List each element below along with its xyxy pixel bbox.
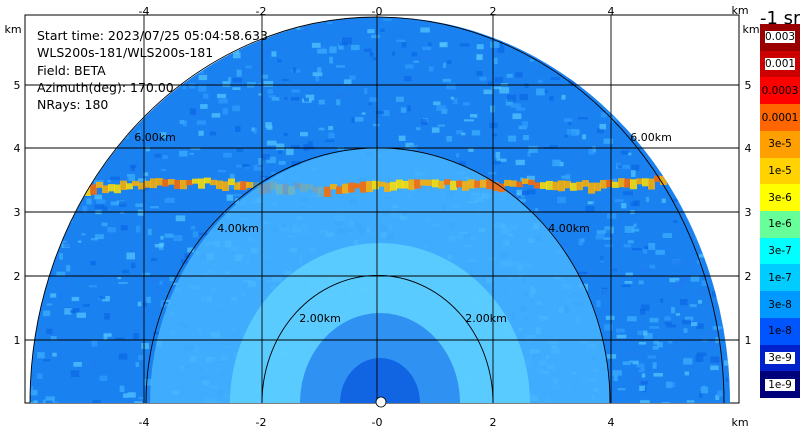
colorbar-label: 1e-6 <box>768 218 792 231</box>
x-tick-top: 2 <box>490 5 497 18</box>
x-tick-bottom: -4 <box>139 416 150 429</box>
azimuth-text: Azimuth(deg): 170.00 <box>37 79 174 95</box>
colorbar-segment <box>760 77 800 105</box>
colorbar-segment <box>760 130 800 159</box>
x-tick-bottom: 2 <box>490 416 497 429</box>
colorbar-segment <box>760 184 800 212</box>
x-unit-top: km <box>731 4 748 17</box>
ring-label-6km-right: 6.00km <box>630 131 672 144</box>
colorbar-label: 3e-9 <box>765 351 795 364</box>
y-tick-left: 4 <box>14 142 21 155</box>
colorbar-segment <box>760 104 800 132</box>
y-tick-left: 3 <box>14 206 21 219</box>
y-tick-right: 1 <box>745 334 752 347</box>
colorbar-label: 0.003 <box>765 31 796 44</box>
colorbar-label: 3e-6 <box>768 191 792 204</box>
y-tick-right: 3 <box>745 206 752 219</box>
colorbar-segment <box>760 317 800 346</box>
x-tick-top: -0 <box>372 5 383 18</box>
y-tick-right: 5 <box>745 79 752 92</box>
x-tick-top: 4 <box>608 5 615 18</box>
instrument-text: WLS200s-181/WLS200s-181 <box>37 45 214 61</box>
x-tick-bottom: -0 <box>372 416 383 429</box>
ring-label-6km-left: 6.00km <box>134 131 176 144</box>
y-tick-left: 5 <box>14 79 21 92</box>
x-tick-labels-top: -4 -2 -0 2 4 km <box>139 4 749 18</box>
x-tick-bottom: 4 <box>608 416 615 429</box>
x-tick-top: -4 <box>139 5 150 18</box>
colorbar-label: 3e-7 <box>768 245 792 258</box>
colorbar-label: 3e-5 <box>768 138 792 151</box>
x-tick-labels-bottom: -4 -2 -0 2 4 km <box>139 416 749 429</box>
colorbar-label: 1e-7 <box>768 271 792 284</box>
colorbar-segment <box>760 237 800 265</box>
colorbar-segment <box>760 264 800 292</box>
y-tick-labels-left: km 5 4 3 2 1 <box>4 23 21 347</box>
x-tick-top: -2 <box>256 5 267 18</box>
colorbar-segment <box>760 211 800 239</box>
ring-label-4km-right: 4.00km <box>548 222 590 235</box>
colorbar-label: 1e-9 <box>765 378 795 391</box>
x-unit-bottom: km <box>731 416 748 429</box>
colorbar-label: 3e-8 <box>768 298 792 311</box>
scan-info: Start time: 2023/07/25 05:04:58.633 WLS2… <box>37 27 268 113</box>
ring-label-4km-left: 4.00km <box>217 222 259 235</box>
y-tick-left: 1 <box>14 334 21 347</box>
y-tick-right: 4 <box>745 142 752 155</box>
colorbar: 0.003 0.001 0.0003 0.0001 3e-5 1e-5 3e-6 1e-6 3e… <box>760 24 800 399</box>
radar-origin <box>375 396 387 408</box>
colorbar-label: 0.0001 <box>761 111 799 124</box>
field-text: Field: BETA <box>37 62 106 78</box>
y-tick-labels-right: km 5 4 3 2 1 <box>742 23 759 347</box>
colorbar-segment <box>760 157 800 185</box>
y-unit-left: km <box>4 23 21 36</box>
nrays-text: NRays: 180 <box>37 97 109 113</box>
ring-label-2km-left: 2.00km <box>299 312 341 325</box>
colorbar-segment <box>760 291 800 319</box>
y-tick-left: 2 <box>14 270 21 283</box>
colorbar-label: 1e-8 <box>768 325 792 338</box>
range-rings <box>29 16 725 404</box>
ring-label-2km-right: 2.00km <box>465 312 507 325</box>
colorbar-label: 0.0003 <box>761 84 799 97</box>
y-tick-right: 2 <box>745 270 752 283</box>
x-tick-bottom: -2 <box>256 416 267 429</box>
y-unit-right: km <box>742 23 759 36</box>
colorbar-label: 1e-5 <box>768 164 792 177</box>
colorbar-title: -1 sr <box>760 8 800 29</box>
start-time-text: Start time: 2023/07/25 05:04:58.633 <box>37 28 268 43</box>
colorbar-label: 0.001 <box>765 58 796 71</box>
